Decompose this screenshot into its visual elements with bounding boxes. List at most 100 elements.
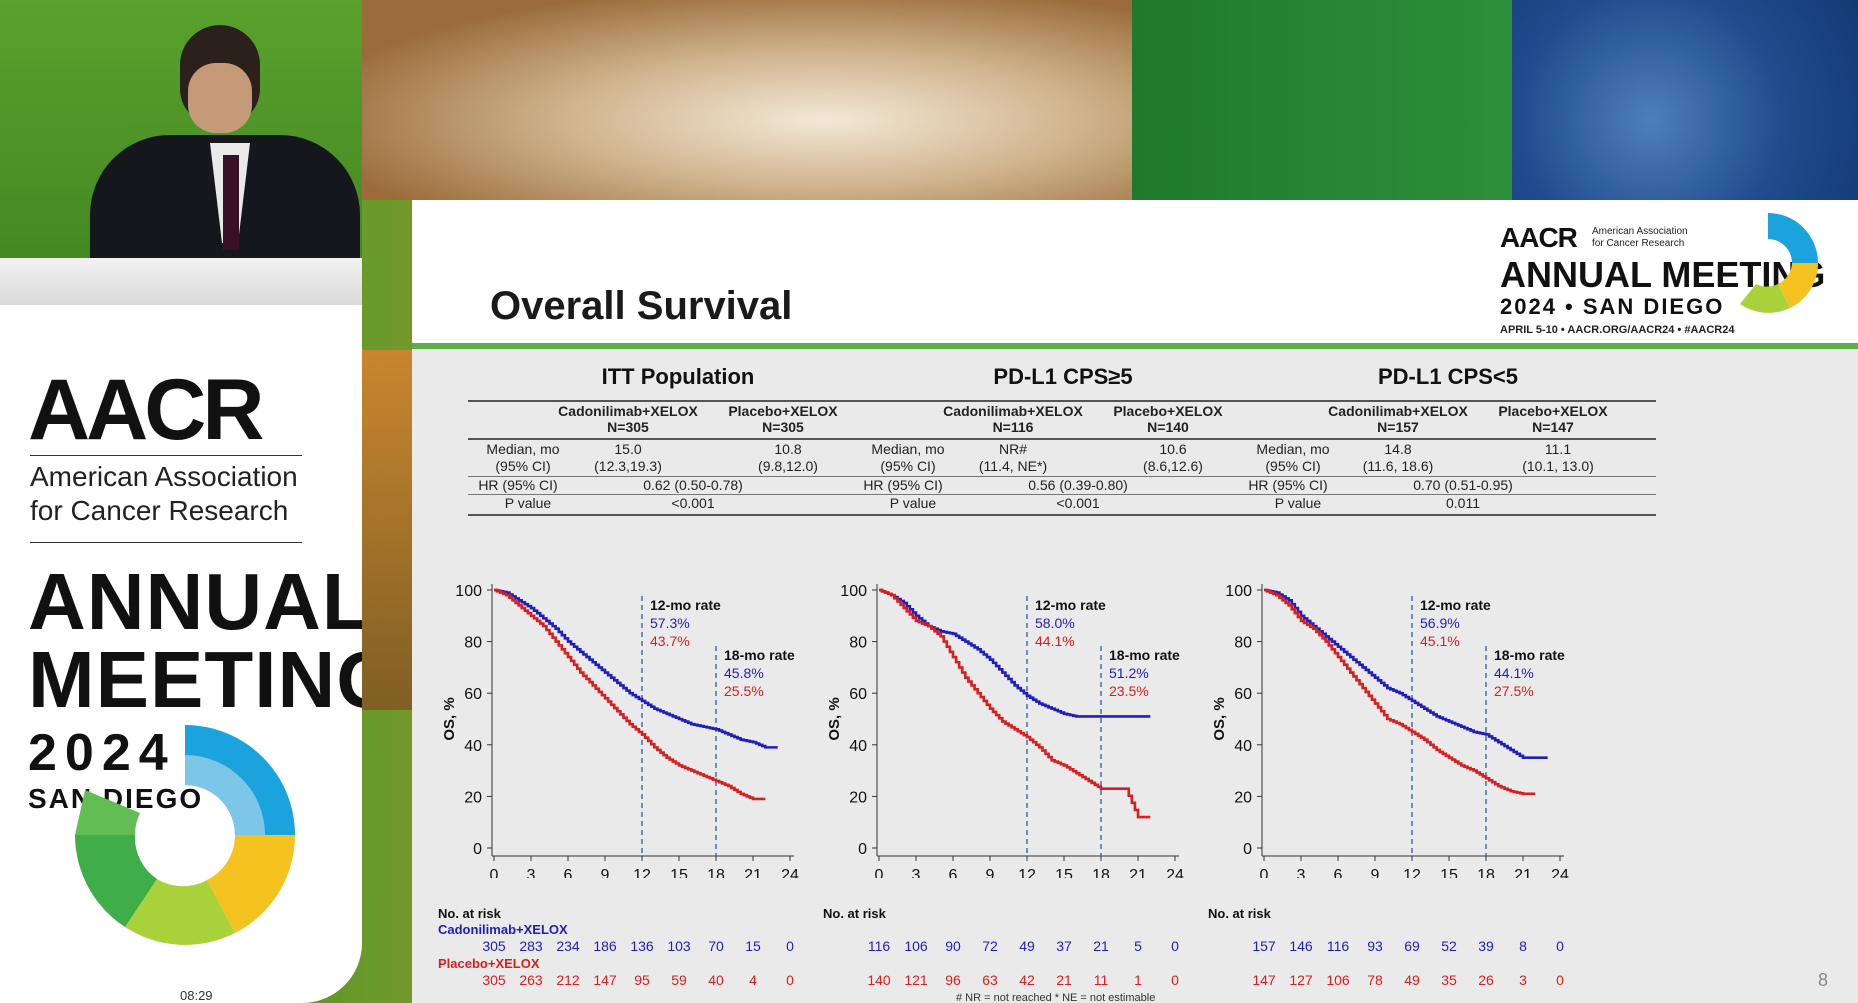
risk-count-a: 5 — [1134, 938, 1142, 954]
risk-label-a: Cadonilimab+XELOX — [438, 922, 568, 937]
x-tick-label: 0 — [490, 867, 499, 878]
table-rule — [853, 400, 1271, 402]
ci-label: (95% CI) — [880, 458, 936, 474]
risk-header: No. at risk — [438, 906, 501, 921]
risk-count-a: 37 — [1056, 938, 1072, 954]
hr-value: 0.62 (0.50-0.78) — [643, 477, 743, 493]
landmark-rate-b: 25.5% — [724, 683, 764, 699]
risk-count-a: 283 — [519, 938, 543, 954]
landmark-rate-a: 58.0% — [1035, 615, 1075, 631]
arm-a-label: Cadonilimab+XELOX — [558, 403, 698, 419]
y-axis-label: OS, % — [1211, 697, 1228, 740]
risk-count-a: 15 — [745, 938, 761, 954]
risk-label-b: Placebo+XELOX — [438, 956, 540, 971]
aacr-side-banner: AACR American Association for Cancer Res… — [0, 305, 362, 1003]
y-tick-label: 60 — [464, 686, 482, 703]
x-tick-label: 9 — [986, 867, 995, 878]
risk-count-a: 146 — [1289, 938, 1313, 954]
risk-count-a: 186 — [593, 938, 617, 954]
risk-count-b: 95 — [634, 972, 650, 988]
km-plot: 02040608010003691215182124MonthsOS, %12-… — [1211, 583, 1569, 878]
panel-title: PD-L1 CPS≥5 — [993, 364, 1133, 389]
x-tick-label: 12 — [1018, 867, 1036, 878]
hr-value: 0.70 (0.51-0.95) — [1413, 477, 1513, 493]
x-tick-label: 3 — [1297, 867, 1306, 878]
risk-count-b: 127 — [1289, 972, 1313, 988]
risk-count-b: 147 — [1252, 972, 1276, 988]
y-tick-label: 20 — [1234, 789, 1252, 806]
x-tick-label: 6 — [1334, 867, 1343, 878]
x-tick-label: 12 — [633, 867, 651, 878]
annual-meeting-label: ANNUAL MEETING — [28, 557, 362, 724]
risk-count-b: 140 — [867, 972, 891, 988]
landmark-label: 12-mo rate — [1420, 597, 1491, 613]
x-tick-label: 0 — [875, 867, 884, 878]
landmark-rate-a: 57.3% — [650, 615, 690, 631]
x-tick-label: 3 — [912, 867, 921, 878]
landmark-label: 18-mo rate — [724, 647, 795, 663]
risk-header: No. at risk — [1208, 906, 1271, 921]
table-rule — [1238, 476, 1656, 477]
y-tick-label: 80 — [464, 635, 482, 652]
aacr-wheel-logo — [75, 725, 295, 945]
risk-count-a: 72 — [982, 938, 998, 954]
landmark-rate-b: 44.1% — [1035, 633, 1075, 649]
y-tick-label: 100 — [1225, 583, 1252, 600]
risk-count-a: 49 — [1019, 938, 1035, 954]
risk-count-b: 121 — [904, 972, 928, 988]
arm-b-label: Placebo+XELOX — [728, 403, 838, 419]
table-rule — [468, 494, 886, 495]
km-plot: 02040608010003691215182124MonthsOS, %12-… — [826, 583, 1184, 878]
arm-b-n: N=140 — [1147, 419, 1189, 435]
x-tick-label: 9 — [601, 867, 610, 878]
x-tick-label: 6 — [564, 867, 573, 878]
risk-count-b: 42 — [1019, 972, 1035, 988]
page-number: 8 — [1817, 970, 1828, 990]
x-tick-label: 21 — [1514, 867, 1532, 878]
landmark-rate-a: 45.8% — [724, 665, 764, 681]
risk-count-b: 40 — [708, 972, 724, 988]
risk-count-b: 21 — [1056, 972, 1072, 988]
landmark-rate-a: 44.1% — [1494, 665, 1534, 681]
x-tick-label: 21 — [744, 867, 762, 878]
risk-count-a: 106 — [904, 938, 928, 954]
risk-count-a: 0 — [1171, 938, 1179, 954]
risk-count-a: 305 — [482, 938, 506, 954]
x-tick-label: 21 — [1129, 867, 1147, 878]
x-tick-label: 24 — [1551, 867, 1569, 878]
risk-count-b: 0 — [1171, 972, 1179, 988]
logo-dates: APRIL 5-10 • AACR.ORG/AACR24 • #AACR24 — [1500, 324, 1735, 336]
risk-count-a: 103 — [667, 938, 691, 954]
panel-title: ITT Population — [601, 364, 755, 389]
risk-count-a: 90 — [945, 938, 961, 954]
y-tick-label: 0 — [1243, 841, 1252, 858]
hr-label: HR (95% CI) — [1248, 477, 1328, 493]
y-tick-label: 80 — [849, 635, 867, 652]
curve-cadonilimab — [879, 588, 1151, 718]
table-rule — [1238, 438, 1656, 440]
risk-count-b: 106 — [1326, 972, 1350, 988]
slide-header: Overall Survival AACR American Associati… — [412, 200, 1858, 346]
x-tick-label: 6 — [949, 867, 958, 878]
background-photo-clinic — [1512, 0, 1858, 200]
risk-count-a: 136 — [630, 938, 654, 954]
p-label: P value — [889, 495, 937, 511]
slide-title: Overall Survival — [490, 284, 793, 328]
y-axis-label: OS, % — [826, 697, 843, 740]
risk-count-a: 8 — [1519, 938, 1527, 954]
y-tick-label: 60 — [1234, 686, 1252, 703]
table-rule — [468, 438, 886, 440]
ci-a: (11.4, NE*) — [978, 458, 1048, 474]
risk-count-b: 63 — [982, 972, 998, 988]
hr-label: HR (95% CI) — [478, 477, 558, 493]
x-tick-label: 18 — [707, 867, 725, 878]
risk-count-b: 1 — [1134, 972, 1142, 988]
median-b: 10.6 — [1159, 441, 1187, 457]
logo-assoc: American Association for Cancer Research — [1592, 226, 1688, 249]
p-value: <0.001 — [1056, 495, 1100, 511]
median-b: 10.8 — [774, 441, 802, 457]
risk-count-a: 69 — [1404, 938, 1420, 954]
curve-placebo — [1264, 588, 1536, 796]
panel-cps-lt5: PD-L1 CPS<5 Cadonilimab+XELOX N=157 Placebo… — [1182, 348, 1656, 998]
background-photo-lab — [362, 0, 1132, 200]
